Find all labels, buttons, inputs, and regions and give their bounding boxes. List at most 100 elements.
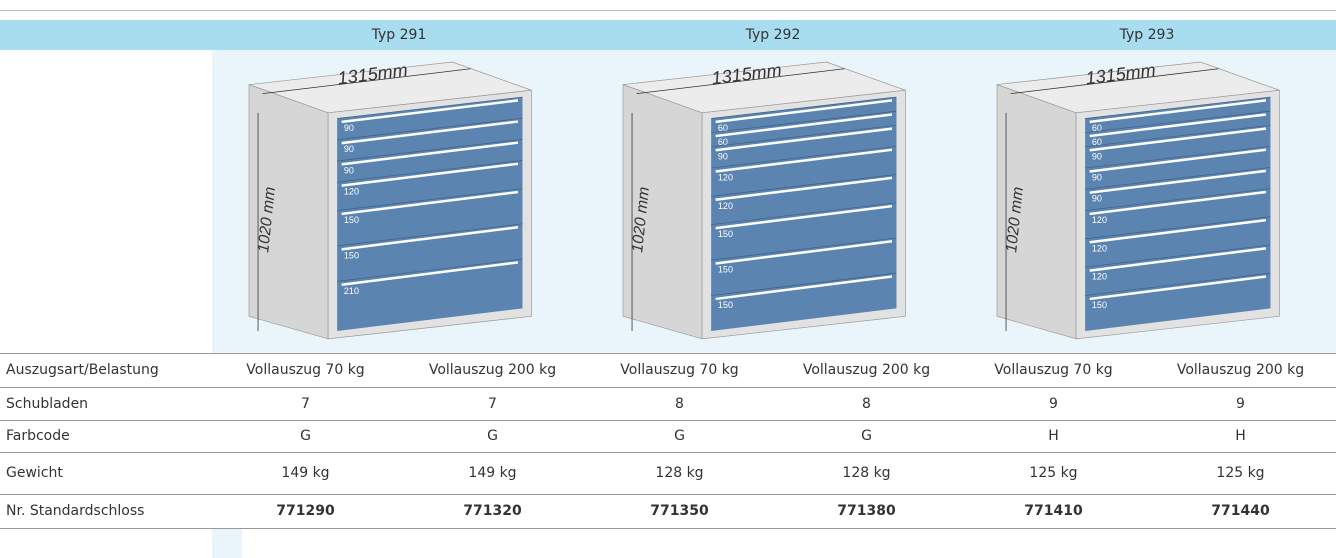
row-cell: 125 kg — [1216, 465, 1265, 481]
row-label: Schubladen — [6, 395, 89, 412]
drawer-label: 90 — [344, 144, 354, 154]
row-cell: 9 — [1236, 395, 1245, 412]
row-cell: 149 kg — [468, 465, 517, 481]
drawer-edge — [711, 96, 897, 119]
drawer-handle — [1089, 148, 1267, 173]
type-header: Typ 293 — [1119, 27, 1175, 43]
drawer-edge — [1085, 216, 1271, 240]
height-label: 1020 mm — [255, 186, 279, 253]
row-cell: Vollauszug 70 kg — [994, 362, 1113, 378]
row-cell: Vollauszug 200 kg — [802, 362, 931, 378]
drawer-handle — [1089, 169, 1267, 194]
row-rule — [0, 452, 1336, 453]
drawer-handle — [1089, 99, 1267, 124]
row-cell: 771380 — [837, 503, 896, 519]
row-rule — [0, 494, 1336, 495]
type-header: Typ 292 — [745, 27, 801, 43]
drawer-handle — [715, 99, 893, 124]
drawer-label: 90 — [344, 123, 354, 133]
drawer-handle — [715, 275, 893, 301]
drawer-handle — [715, 204, 893, 230]
drawer-edge — [337, 138, 523, 162]
drawer-label: 60 — [1092, 137, 1102, 147]
drawer-label: 60 — [718, 137, 728, 147]
drawer-edge — [337, 188, 523, 211]
top-rule — [0, 10, 1336, 11]
row-cell: H — [1235, 428, 1246, 444]
drawer-handle — [341, 190, 519, 216]
row-cell: Vollauszug 70 kg — [620, 362, 739, 378]
row-cell: 771410 — [1024, 503, 1083, 519]
drawer-label: 120 — [718, 172, 733, 182]
row-label: Nr. Standardschloss — [6, 503, 145, 519]
drawer-label: 150 — [718, 265, 733, 275]
row-cell: 771290 — [276, 503, 335, 519]
dim-line — [262, 68, 471, 95]
row-cell: 149 kg — [281, 465, 330, 481]
row-rule — [0, 387, 1336, 388]
row-cell: 128 kg — [655, 465, 704, 481]
drawer-edge — [711, 145, 897, 169]
drawer-handle — [341, 141, 519, 166]
drawer-edge — [711, 237, 897, 261]
drawer-edge — [1085, 110, 1271, 133]
drawer-handle — [341, 99, 519, 124]
drawer-label: 90 — [718, 151, 728, 161]
drawer-edge — [337, 160, 523, 183]
drawer-edge — [711, 110, 897, 133]
row-cell: 9 — [1049, 395, 1058, 412]
drawer-edge — [1085, 96, 1271, 119]
drawer-edge — [337, 96, 523, 119]
drawer-label: 90 — [1092, 151, 1102, 161]
drawer-handle — [341, 225, 519, 251]
drawer-label: 90 — [1092, 172, 1102, 182]
row-cell: G — [674, 428, 685, 444]
height-label: 1020 mm — [1003, 186, 1027, 253]
drawer-label: 90 — [1092, 194, 1102, 204]
drawer-edge — [337, 223, 523, 247]
row-rule — [0, 353, 1336, 354]
drawer-label: 120 — [1092, 243, 1107, 253]
row-cell: 8 — [862, 395, 871, 412]
row-cell: 771320 — [463, 503, 522, 519]
footer-strip — [212, 528, 242, 558]
drawer-label: 120 — [718, 201, 733, 211]
height-label: 1020 mm — [629, 186, 653, 253]
row-cell: 7 — [301, 395, 310, 412]
drawer-label: 120 — [1092, 215, 1107, 225]
drawer-label: 60 — [1092, 123, 1102, 133]
drawer-label: 150 — [1092, 300, 1107, 310]
drawer-handle — [715, 113, 893, 138]
row-label: Auszugsart/Belastung — [6, 362, 159, 378]
row-cell: 771350 — [650, 503, 709, 519]
row-label: Gewicht — [6, 465, 63, 481]
drawer-edge — [1085, 124, 1271, 148]
row-cell: Vollauszug 200 kg — [1176, 362, 1305, 378]
dim-line — [1010, 68, 1219, 95]
row-rule — [0, 528, 1336, 529]
row-cell: 128 kg — [842, 465, 891, 481]
row-cell: G — [487, 428, 498, 444]
drawer-handle — [1089, 127, 1267, 152]
drawer-handle — [715, 240, 893, 265]
drawer-handle — [715, 127, 893, 152]
drawer-edge — [1085, 167, 1271, 190]
drawer-label: 150 — [344, 215, 359, 225]
row-cell: 771440 — [1211, 503, 1270, 519]
drawer-label: 60 — [718, 123, 728, 133]
drawer-label: 90 — [344, 165, 354, 175]
drawer-handle — [1089, 190, 1267, 216]
drawer-edge — [1085, 145, 1271, 169]
drawer-edge — [711, 174, 897, 197]
drawer-label: 150 — [718, 300, 733, 310]
drawer-edge — [711, 124, 897, 148]
drawer-handle — [715, 148, 893, 173]
row-cell: Vollauszug 70 kg — [246, 362, 365, 378]
drawer-edge — [711, 202, 897, 226]
drawer-edge — [1085, 244, 1271, 268]
row-cell: G — [300, 428, 311, 444]
